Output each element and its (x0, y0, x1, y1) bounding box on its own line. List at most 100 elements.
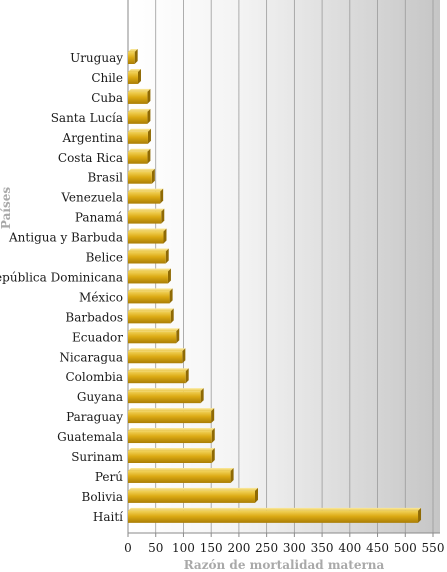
x-tick-label: 400 (338, 541, 361, 555)
bar-end-face (167, 268, 171, 284)
bar (128, 507, 422, 523)
bar (128, 408, 215, 424)
category-label: Guyana (77, 390, 123, 404)
category-label: Chile (91, 71, 123, 85)
bar (128, 128, 151, 144)
category-label: Perú (95, 470, 123, 484)
bar-top-face (128, 128, 151, 132)
bar-front-face (128, 191, 161, 204)
bar (128, 288, 173, 304)
bar-top-face (128, 108, 151, 112)
bar-top-face (128, 308, 174, 312)
bar-top-face (128, 428, 215, 432)
bar-front-face (128, 171, 152, 184)
category-label: Belice (86, 251, 123, 265)
bar-front-face (128, 251, 166, 264)
bar (128, 448, 215, 463)
category-label: Barbados (65, 310, 123, 324)
category-label: República Dominicana (0, 270, 123, 284)
x-tick-label: 0 (124, 541, 132, 555)
bar-end-face (211, 448, 215, 463)
bar-top-face (128, 88, 151, 92)
x-tick-label: 50 (148, 541, 163, 555)
bar-front-face (128, 490, 255, 503)
bar (128, 208, 165, 224)
bar (128, 168, 155, 184)
x-tick-label: 250 (255, 541, 278, 555)
bar-top-face (128, 168, 155, 172)
category-label: México (79, 290, 123, 304)
bar (128, 188, 164, 204)
category-label: Ecuador (72, 330, 123, 344)
bar-end-face (211, 408, 215, 424)
bar-front-face (128, 151, 148, 164)
bar (128, 308, 174, 324)
bar-top-face (128, 487, 258, 491)
bar-front-face (128, 291, 170, 304)
category-label: Surinam (71, 450, 123, 464)
bar-front-face (128, 52, 135, 64)
bar-top-face (128, 368, 189, 372)
bar-front-face (128, 271, 168, 284)
category-label: Costa Rica (58, 151, 123, 165)
bar-top-face (128, 268, 171, 272)
bar-front-face (128, 510, 419, 523)
bar-end-face (137, 68, 141, 84)
bar-end-face (163, 228, 167, 244)
bar-top-face (128, 328, 180, 332)
bar-end-face (254, 487, 258, 503)
bar (128, 368, 189, 384)
bar (128, 388, 204, 404)
bar (128, 487, 258, 503)
category-label: Argentina (62, 131, 123, 145)
plot-background (128, 0, 440, 533)
bar-front-face (128, 470, 231, 483)
bar-end-face (160, 188, 164, 204)
bar (128, 467, 234, 483)
bar (128, 328, 180, 344)
bar-end-face (418, 507, 422, 523)
bar-top-face (128, 507, 422, 511)
bar-top-face (128, 228, 167, 232)
bar-end-face (200, 388, 204, 404)
bar-front-face (128, 431, 212, 444)
category-label: Antigua y Barbuda (8, 231, 123, 245)
bar-top-face (128, 148, 151, 152)
bar-front-face (128, 331, 177, 344)
bar-top-face (128, 448, 215, 451)
bar-end-face (230, 467, 234, 483)
bar-top-face (128, 408, 215, 412)
bar-front-face (128, 391, 201, 404)
bar-front-face (128, 351, 183, 364)
x-tick-label: 200 (227, 541, 250, 555)
bar-top-face (128, 467, 234, 471)
category-label: Nicaragua (59, 350, 123, 364)
bar-end-face (176, 328, 180, 344)
bar (128, 88, 151, 104)
bar (128, 148, 151, 164)
category-label: Santa Lucía (51, 111, 123, 125)
bar (128, 68, 141, 84)
bar-end-face (169, 288, 173, 304)
bar-front-face (128, 411, 212, 424)
bar-end-face (161, 208, 165, 224)
x-tick-label: 550 (422, 541, 445, 555)
category-label: Colombia (65, 370, 123, 384)
category-label: Venezuela (60, 191, 123, 205)
bar-end-face (185, 368, 189, 384)
gridlines (155, 0, 434, 533)
bar-front-face (128, 131, 148, 144)
bar-front-face (128, 111, 148, 124)
bars-group (128, 49, 422, 523)
bar-top-face (128, 49, 138, 52)
x-tick-labels: 0 50 100 150 200 250 300 350 400 450 500 550 (124, 533, 444, 555)
category-label: Guatemala (57, 430, 123, 444)
bar-top-face (128, 288, 173, 292)
bar (128, 248, 169, 264)
bar-top-face (128, 248, 169, 252)
category-label: Haití (93, 510, 123, 524)
bar (128, 428, 215, 444)
bar-end-face (147, 148, 151, 164)
bar (128, 228, 167, 244)
